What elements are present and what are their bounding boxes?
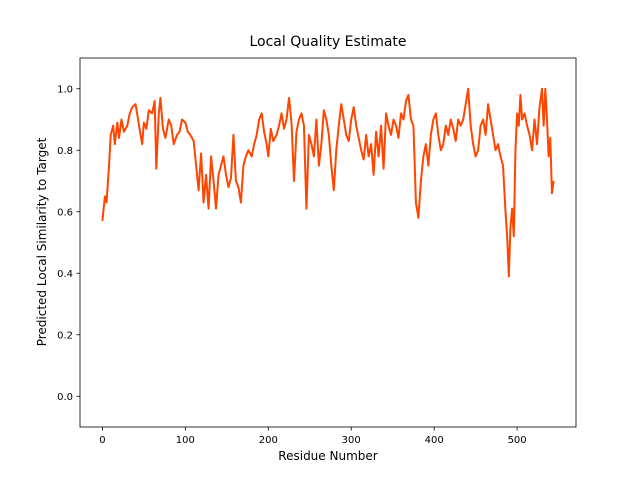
y-tick-label: 0.4 [57, 269, 73, 280]
y-tick-label: 0.8 [57, 146, 73, 157]
y-tick-label: 1.0 [57, 84, 73, 95]
data-line [101, 87, 555, 278]
x-tick-label: 500 [508, 435, 527, 446]
y-tick-label: 0.6 [57, 207, 73, 218]
x-tick-label: 300 [342, 435, 361, 446]
chart-title: Local Quality Estimate [249, 34, 406, 50]
plot-frame [79, 57, 577, 428]
y-tick-label: 0.2 [57, 330, 73, 341]
y-axis-label: Predicted Local Similarity to Target [35, 137, 49, 346]
y-tick-label: 0.0 [57, 392, 73, 403]
x-tick-label: 100 [176, 435, 195, 446]
x-axis-label: Residue Number [278, 449, 377, 463]
x-tick-label: 200 [259, 435, 278, 446]
x-tick-label: 0 [99, 435, 105, 446]
x-tick-label: 400 [425, 435, 444, 446]
